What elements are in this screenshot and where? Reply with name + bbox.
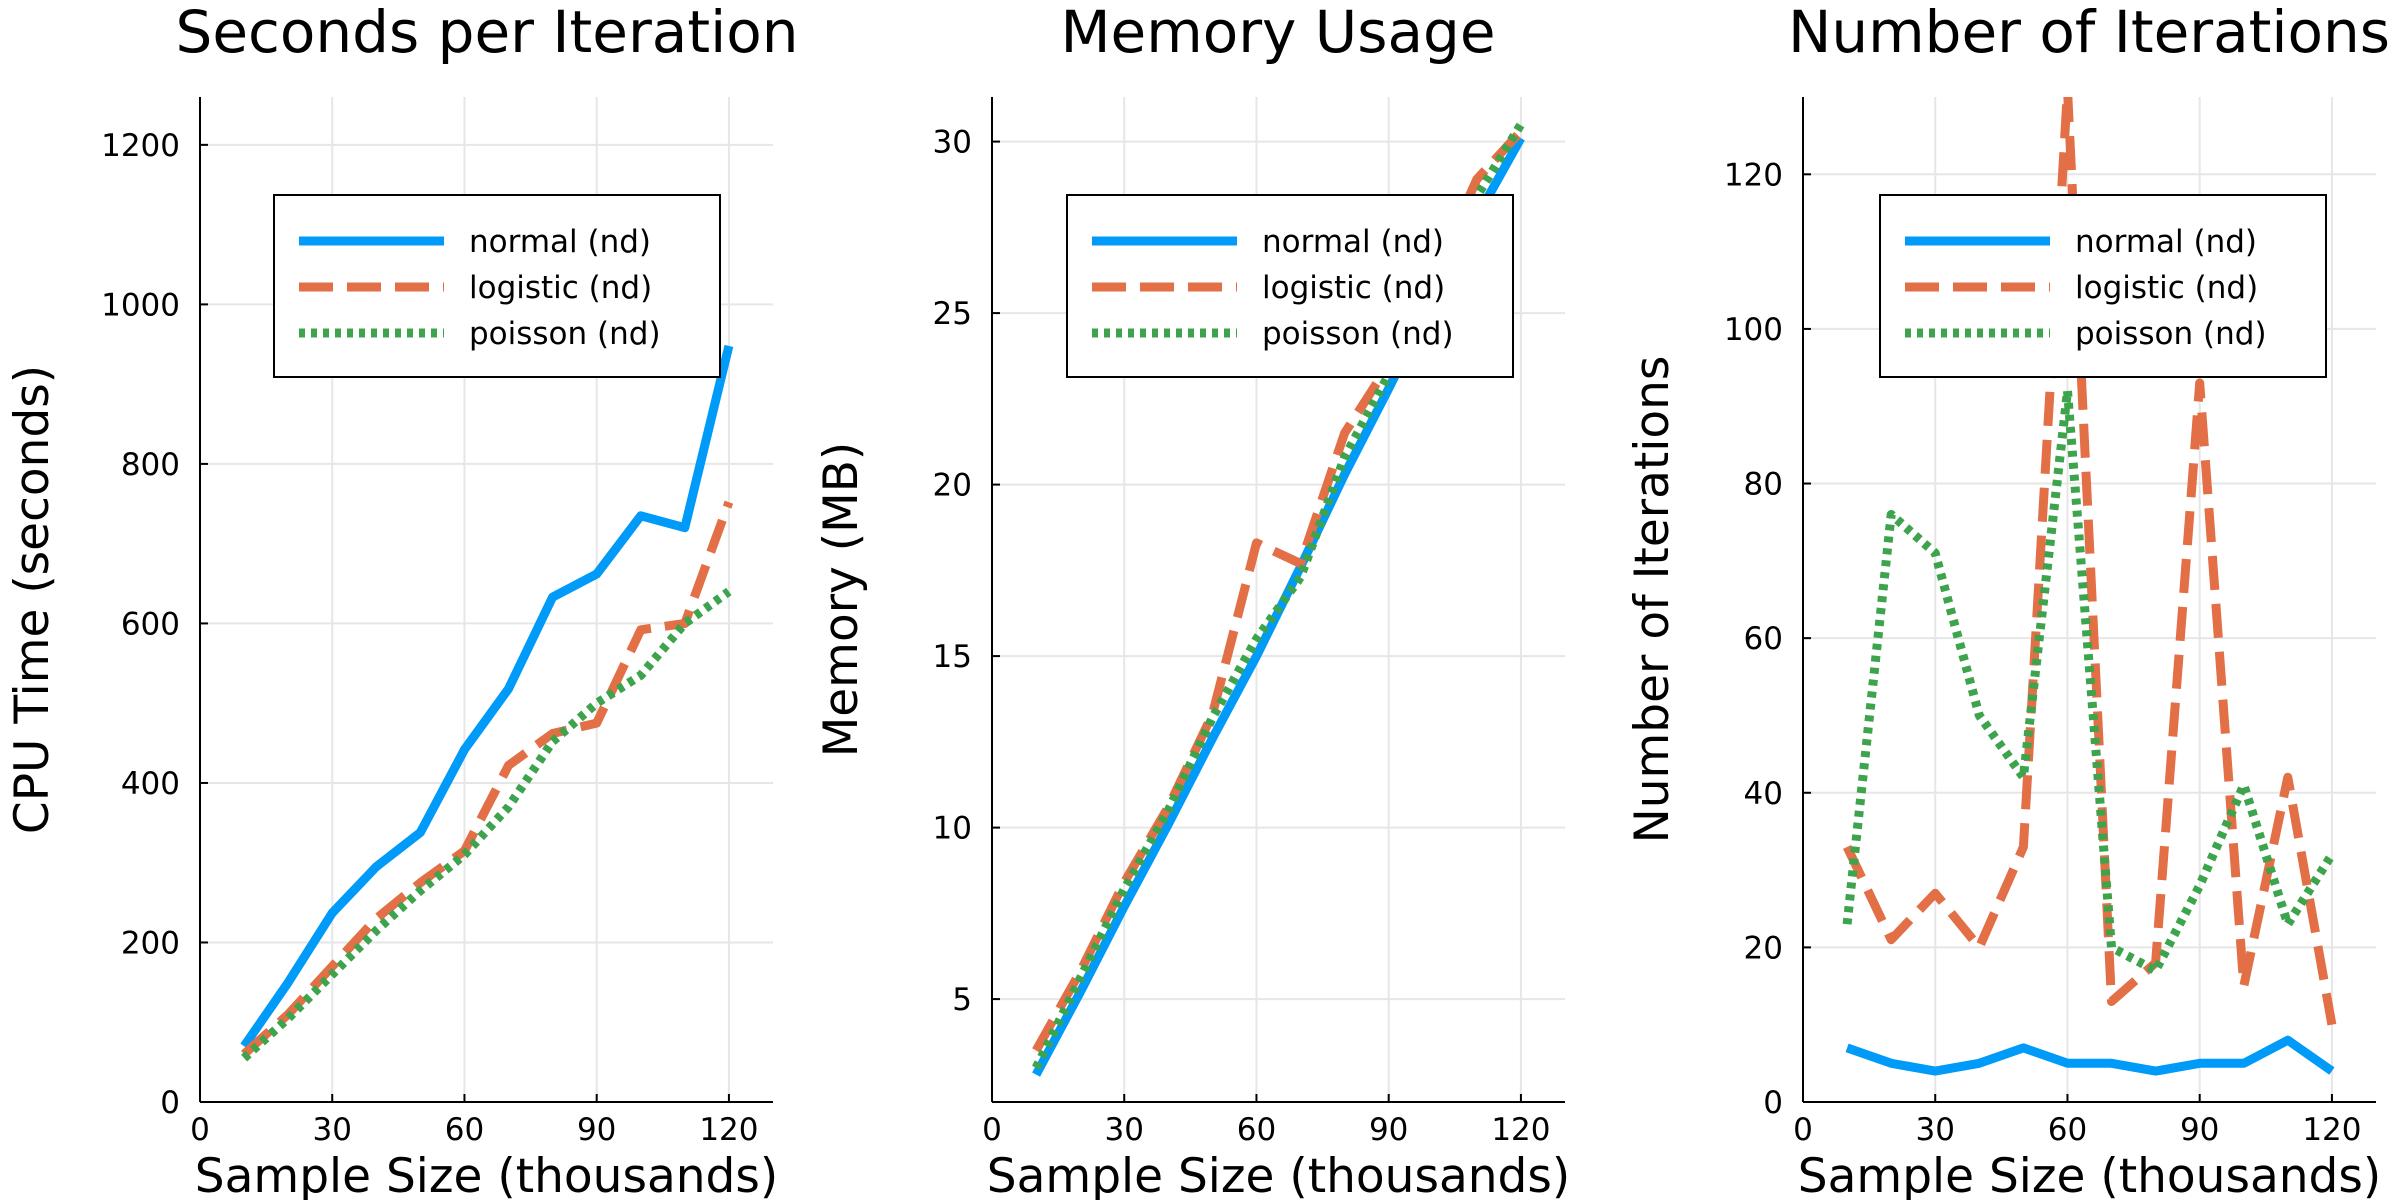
x-tick-label: 60 (2048, 1112, 2087, 1148)
legend-label: logistic (nd) (2075, 270, 2258, 306)
chart-panel-2: 0 30 60 90 120 5 10 15 20 25 30 Memory Usage Sample … (814, 0, 1570, 1200)
y-tick-label: 20 (933, 468, 972, 504)
x-tick-label: 0 (1793, 1112, 1813, 1148)
y-tick-label: 0 (1763, 1085, 1783, 1121)
series-line-poisson (1842, 386, 2336, 976)
y-tick-label: 80 (1744, 467, 1783, 503)
y-tick-label: 60 (1744, 621, 1783, 657)
y-axis-label: CPU Time (seconds) (5, 365, 60, 834)
y-tick-label: 1000 (101, 287, 180, 323)
series-line-poisson (241, 587, 732, 1062)
x-tick-label: 30 (1105, 1112, 1144, 1148)
legend: normal (nd) logistic (nd) poisson (nd) (1066, 194, 1514, 378)
x-axis-label: Sample Size (thousands) (195, 1149, 778, 1200)
y-tick-label: 40 (1744, 776, 1783, 812)
y-tick-label: 120 (1724, 157, 1783, 193)
y-tick-label: 15 (933, 639, 972, 675)
chart-title: Memory Usage (1060, 0, 1495, 66)
series-line-logistic (241, 500, 734, 1058)
legend-label: normal (nd) (1262, 224, 1444, 260)
x-tick-label: 0 (982, 1112, 1002, 1148)
x-tick-label: 60 (1237, 1112, 1276, 1148)
legend-label: poisson (nd) (1262, 316, 1454, 352)
y-tick-label: 30 (933, 125, 972, 161)
y-axis-label: Number of Iterations (1625, 356, 1680, 844)
x-tick-label: 30 (313, 1112, 352, 1148)
y-tick-label: 200 (121, 925, 180, 961)
y-tick-label: 25 (933, 296, 972, 332)
y-tick-label: 5 (952, 982, 972, 1018)
series-line-normal (1845, 1035, 2335, 1076)
legend-label: logistic (nd) (1262, 270, 1445, 306)
chart-title: Number of Iterations (1788, 0, 2390, 66)
y-tick-label: 600 (121, 606, 180, 642)
y-tick-label: 100 (1724, 312, 1783, 348)
x-tick-label: 0 (190, 1112, 210, 1148)
y-tick-label: 1200 (101, 128, 180, 164)
series-line-logistic (1843, 97, 2337, 1026)
legend-label: poisson (nd) (469, 316, 661, 352)
legend: normal (nd) logistic (nd) poisson (nd) (1879, 194, 2327, 378)
plot-area (1842, 97, 2337, 1076)
legend-label: logistic (nd) (469, 270, 652, 306)
y-tick-label: 800 (121, 447, 180, 483)
legend-label: poisson (nd) (2075, 316, 2267, 352)
x-tick-label: 120 (2302, 1112, 2361, 1148)
y-axis-label: Memory (MB) (814, 442, 869, 758)
y-tick-label: 400 (121, 766, 180, 802)
x-axis-label: Sample Size (thousands) (987, 1149, 1570, 1200)
series-line-poisson (1032, 122, 1525, 1070)
chart-panel-3: 0 30 60 90 120 0 20 40 60 80 100 120 Number of Itera… (1625, 0, 2390, 1200)
x-tick-label: 120 (699, 1112, 758, 1148)
legend: normal (nd) logistic (nd) poisson (nd) (273, 194, 721, 378)
x-tick-label: 60 (445, 1112, 484, 1148)
x-tick-label: 90 (1369, 1112, 1408, 1148)
legend-label: normal (nd) (2075, 224, 2257, 260)
x-tick-label: 90 (577, 1112, 616, 1148)
x-axis-label: Sample Size (thousands) (1798, 1149, 2381, 1200)
series-line-normal (240, 344, 734, 1049)
x-tick-label: 120 (1491, 1112, 1550, 1148)
chart-title: Seconds per Iteration (176, 0, 799, 66)
y-tick-label: 10 (933, 811, 972, 847)
plot-area (240, 344, 734, 1062)
x-tick-label: 30 (1916, 1112, 1955, 1148)
legend-label: normal (nd) (469, 224, 651, 260)
x-tick-label: 90 (2180, 1112, 2219, 1148)
y-tick-label: 20 (1744, 930, 1783, 966)
y-tick-label: 0 (160, 1085, 180, 1121)
